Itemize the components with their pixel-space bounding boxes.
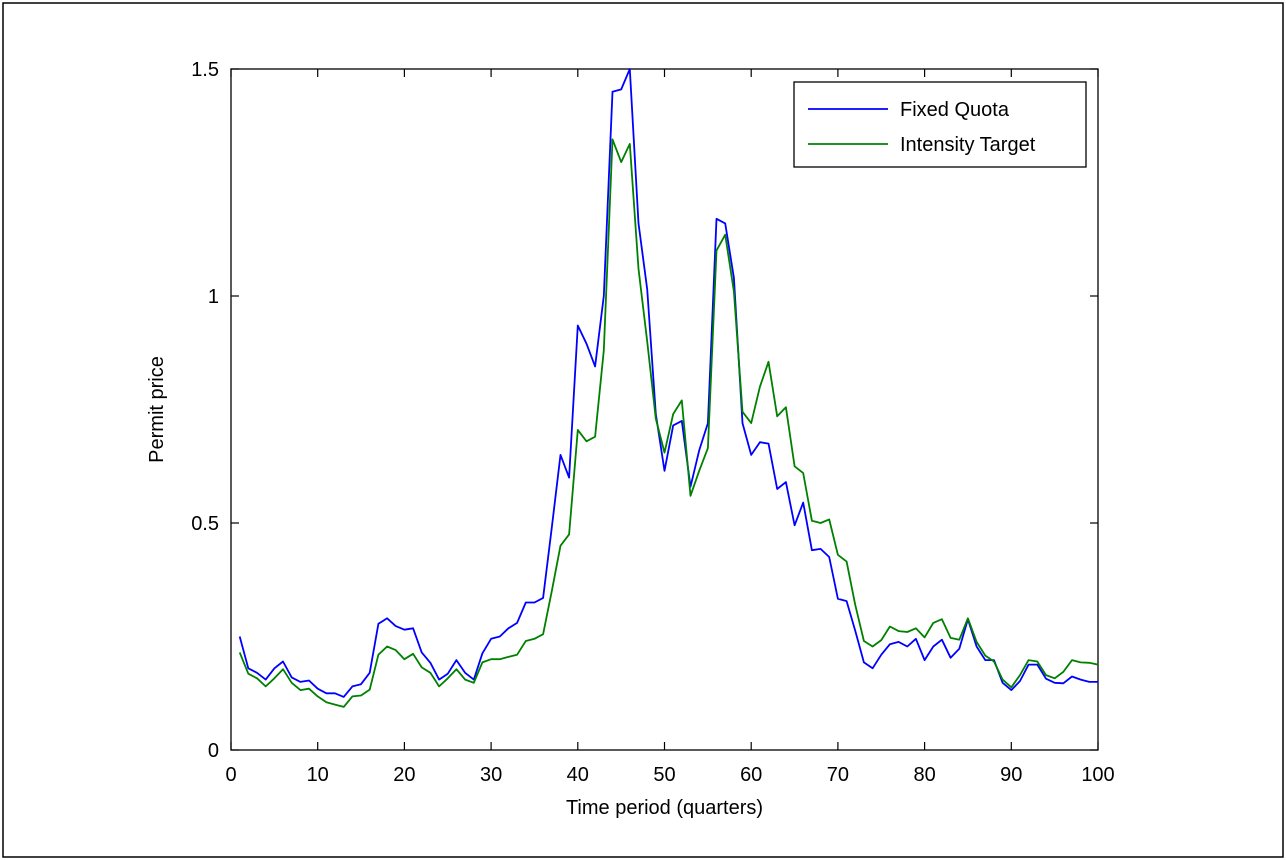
x-tick-label: 80	[913, 764, 935, 786]
axis-ticks	[230, 68, 1099, 751]
legend-box	[793, 81, 1087, 168]
series-line-intensity-target	[238, 138, 1099, 708]
y-tick-label: 0.5	[191, 513, 219, 535]
x-tick-labels: 0 10 20 30 40 50 60 70 80 90 100	[225, 764, 1114, 786]
x-tick-label: 40	[567, 764, 589, 786]
y-tick-labels: 0 0.5 1 1.5	[191, 59, 219, 762]
x-tick-label: 0	[225, 764, 236, 786]
series-lines	[238, 68, 1099, 708]
series-line-fixed-quota	[238, 68, 1098, 698]
x-tick-label: 60	[740, 764, 762, 786]
plot-area	[230, 68, 1099, 751]
y-axis-label: Permit price	[146, 356, 168, 463]
x-tick-label: 70	[827, 764, 849, 786]
x-tick-label: 10	[307, 764, 329, 786]
x-tick-label: 50	[653, 764, 675, 786]
x-tick-label: 90	[1000, 764, 1022, 786]
x-tick-label: 20	[393, 764, 415, 786]
legend: Fixed Quota Intensity Target	[793, 81, 1087, 168]
x-tick-label: 100	[1081, 764, 1114, 786]
y-tick-label: 1.5	[191, 59, 219, 81]
legend-label-fixed-quota: Fixed Quota	[900, 99, 1010, 121]
legend-label-intensity-target: Intensity Target	[900, 134, 1036, 156]
x-tick-label: 30	[480, 764, 502, 786]
y-tick-label: 0	[208, 740, 219, 762]
y-tick-label: 1	[208, 286, 219, 308]
x-axis-label: Time period (quarters)	[566, 797, 763, 819]
